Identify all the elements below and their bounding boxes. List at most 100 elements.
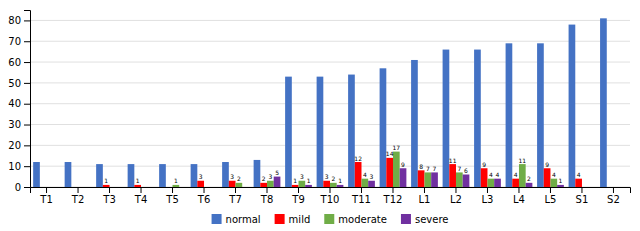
y-tick-label: 80	[8, 15, 21, 26]
legend-label: severe	[415, 214, 448, 225]
x-tick: T12	[383, 187, 403, 205]
y-tick: 50	[8, 78, 30, 89]
x-tick-mark	[46, 187, 47, 193]
bar	[197, 181, 204, 187]
bar	[191, 164, 198, 187]
x-tick: T5	[165, 187, 178, 205]
bar	[512, 179, 519, 187]
bar	[463, 175, 470, 187]
x-tick-label: T9	[291, 194, 304, 205]
y-axis: 01020304050607080	[8, 11, 30, 193]
y-tick-label: 20	[8, 140, 21, 151]
bar	[242, 187, 249, 188]
bar	[330, 183, 337, 187]
bar	[260, 183, 267, 187]
x-tick-mark	[204, 187, 205, 193]
y-tick: 80	[8, 15, 30, 26]
bar	[348, 75, 355, 187]
x-tick-mark	[487, 187, 488, 193]
y-tick-mark	[24, 20, 30, 21]
bar	[78, 187, 85, 188]
x-tick: T2	[71, 187, 84, 205]
bar	[449, 164, 456, 187]
x-tick-mark	[455, 187, 456, 193]
legend-item: moderate	[324, 214, 387, 225]
x-tick-mark	[78, 187, 79, 193]
x-tick-label: S1	[576, 194, 589, 205]
y-tick-mark	[24, 83, 30, 84]
data-label: 7	[426, 165, 430, 172]
data-label: 6	[464, 167, 468, 174]
x-tick: L2	[450, 187, 462, 205]
data-label: 9	[482, 161, 486, 168]
data-label: 1	[338, 177, 342, 184]
bar	[418, 170, 425, 187]
data-label: 12	[354, 155, 362, 162]
y-tick-label: 30	[8, 119, 21, 130]
y-tick: 0	[15, 182, 30, 193]
data-label: 1	[104, 177, 108, 184]
bar	[575, 179, 582, 187]
bar	[386, 158, 393, 187]
x-tick-mark	[330, 187, 331, 193]
data-label: 3	[325, 173, 329, 180]
bar	[116, 187, 123, 188]
bar	[361, 179, 368, 187]
bar	[166, 187, 173, 188]
bar	[337, 185, 344, 187]
data-label: 3	[370, 173, 374, 180]
chart: 1133213121481194941233241777411451139764…	[0, 0, 640, 231]
data-label: 9	[545, 161, 549, 168]
x-tick-label: T1	[39, 194, 52, 205]
bar	[424, 172, 431, 187]
bar	[400, 168, 407, 187]
grid	[30, 20, 630, 187]
x-tick-mark	[235, 187, 236, 193]
bar	[85, 187, 92, 188]
legend-swatch	[212, 214, 222, 224]
bar	[254, 160, 261, 187]
y-tick-mark	[24, 145, 30, 146]
bar	[443, 50, 450, 187]
x-tick: T6	[197, 187, 210, 205]
bar	[474, 50, 481, 187]
bar	[456, 172, 463, 187]
bar	[173, 185, 180, 187]
bar	[317, 77, 324, 187]
bar	[368, 181, 375, 187]
x-tick: T4	[134, 187, 147, 205]
data-label: 8	[419, 163, 423, 170]
x-tick-label: T8	[260, 194, 273, 205]
data-label: 1	[293, 177, 297, 184]
y-tick-mark	[24, 104, 30, 105]
x-tick-label: T4	[134, 194, 147, 205]
x-tick-mark	[518, 187, 519, 193]
bar	[211, 187, 218, 188]
x-tick-label: T11	[351, 194, 371, 205]
y-tick-mark	[24, 125, 30, 126]
bar	[519, 164, 526, 187]
bar	[620, 187, 627, 188]
bar	[96, 164, 103, 187]
bar	[613, 187, 620, 188]
x-tick-label: T5	[165, 194, 178, 205]
bar	[159, 164, 166, 187]
bar	[71, 187, 78, 188]
legend-swatch	[324, 214, 334, 224]
data-label: 4	[552, 171, 556, 178]
bar	[110, 187, 117, 188]
y-tick-mark	[24, 166, 30, 167]
x-tick-label: L2	[450, 194, 462, 205]
bar	[141, 187, 148, 188]
legend-label: mild	[289, 214, 311, 225]
data-label: 1	[174, 177, 178, 184]
bar	[274, 177, 281, 187]
x-tick: S2	[607, 187, 620, 205]
legend-item: severe	[401, 214, 448, 225]
data-label: 4	[577, 171, 581, 178]
data-label: 1	[559, 177, 563, 184]
x-tick-mark	[141, 187, 142, 193]
legend-item: mild	[275, 214, 311, 225]
y-tick-label: 70	[8, 36, 21, 47]
bar	[526, 183, 533, 187]
